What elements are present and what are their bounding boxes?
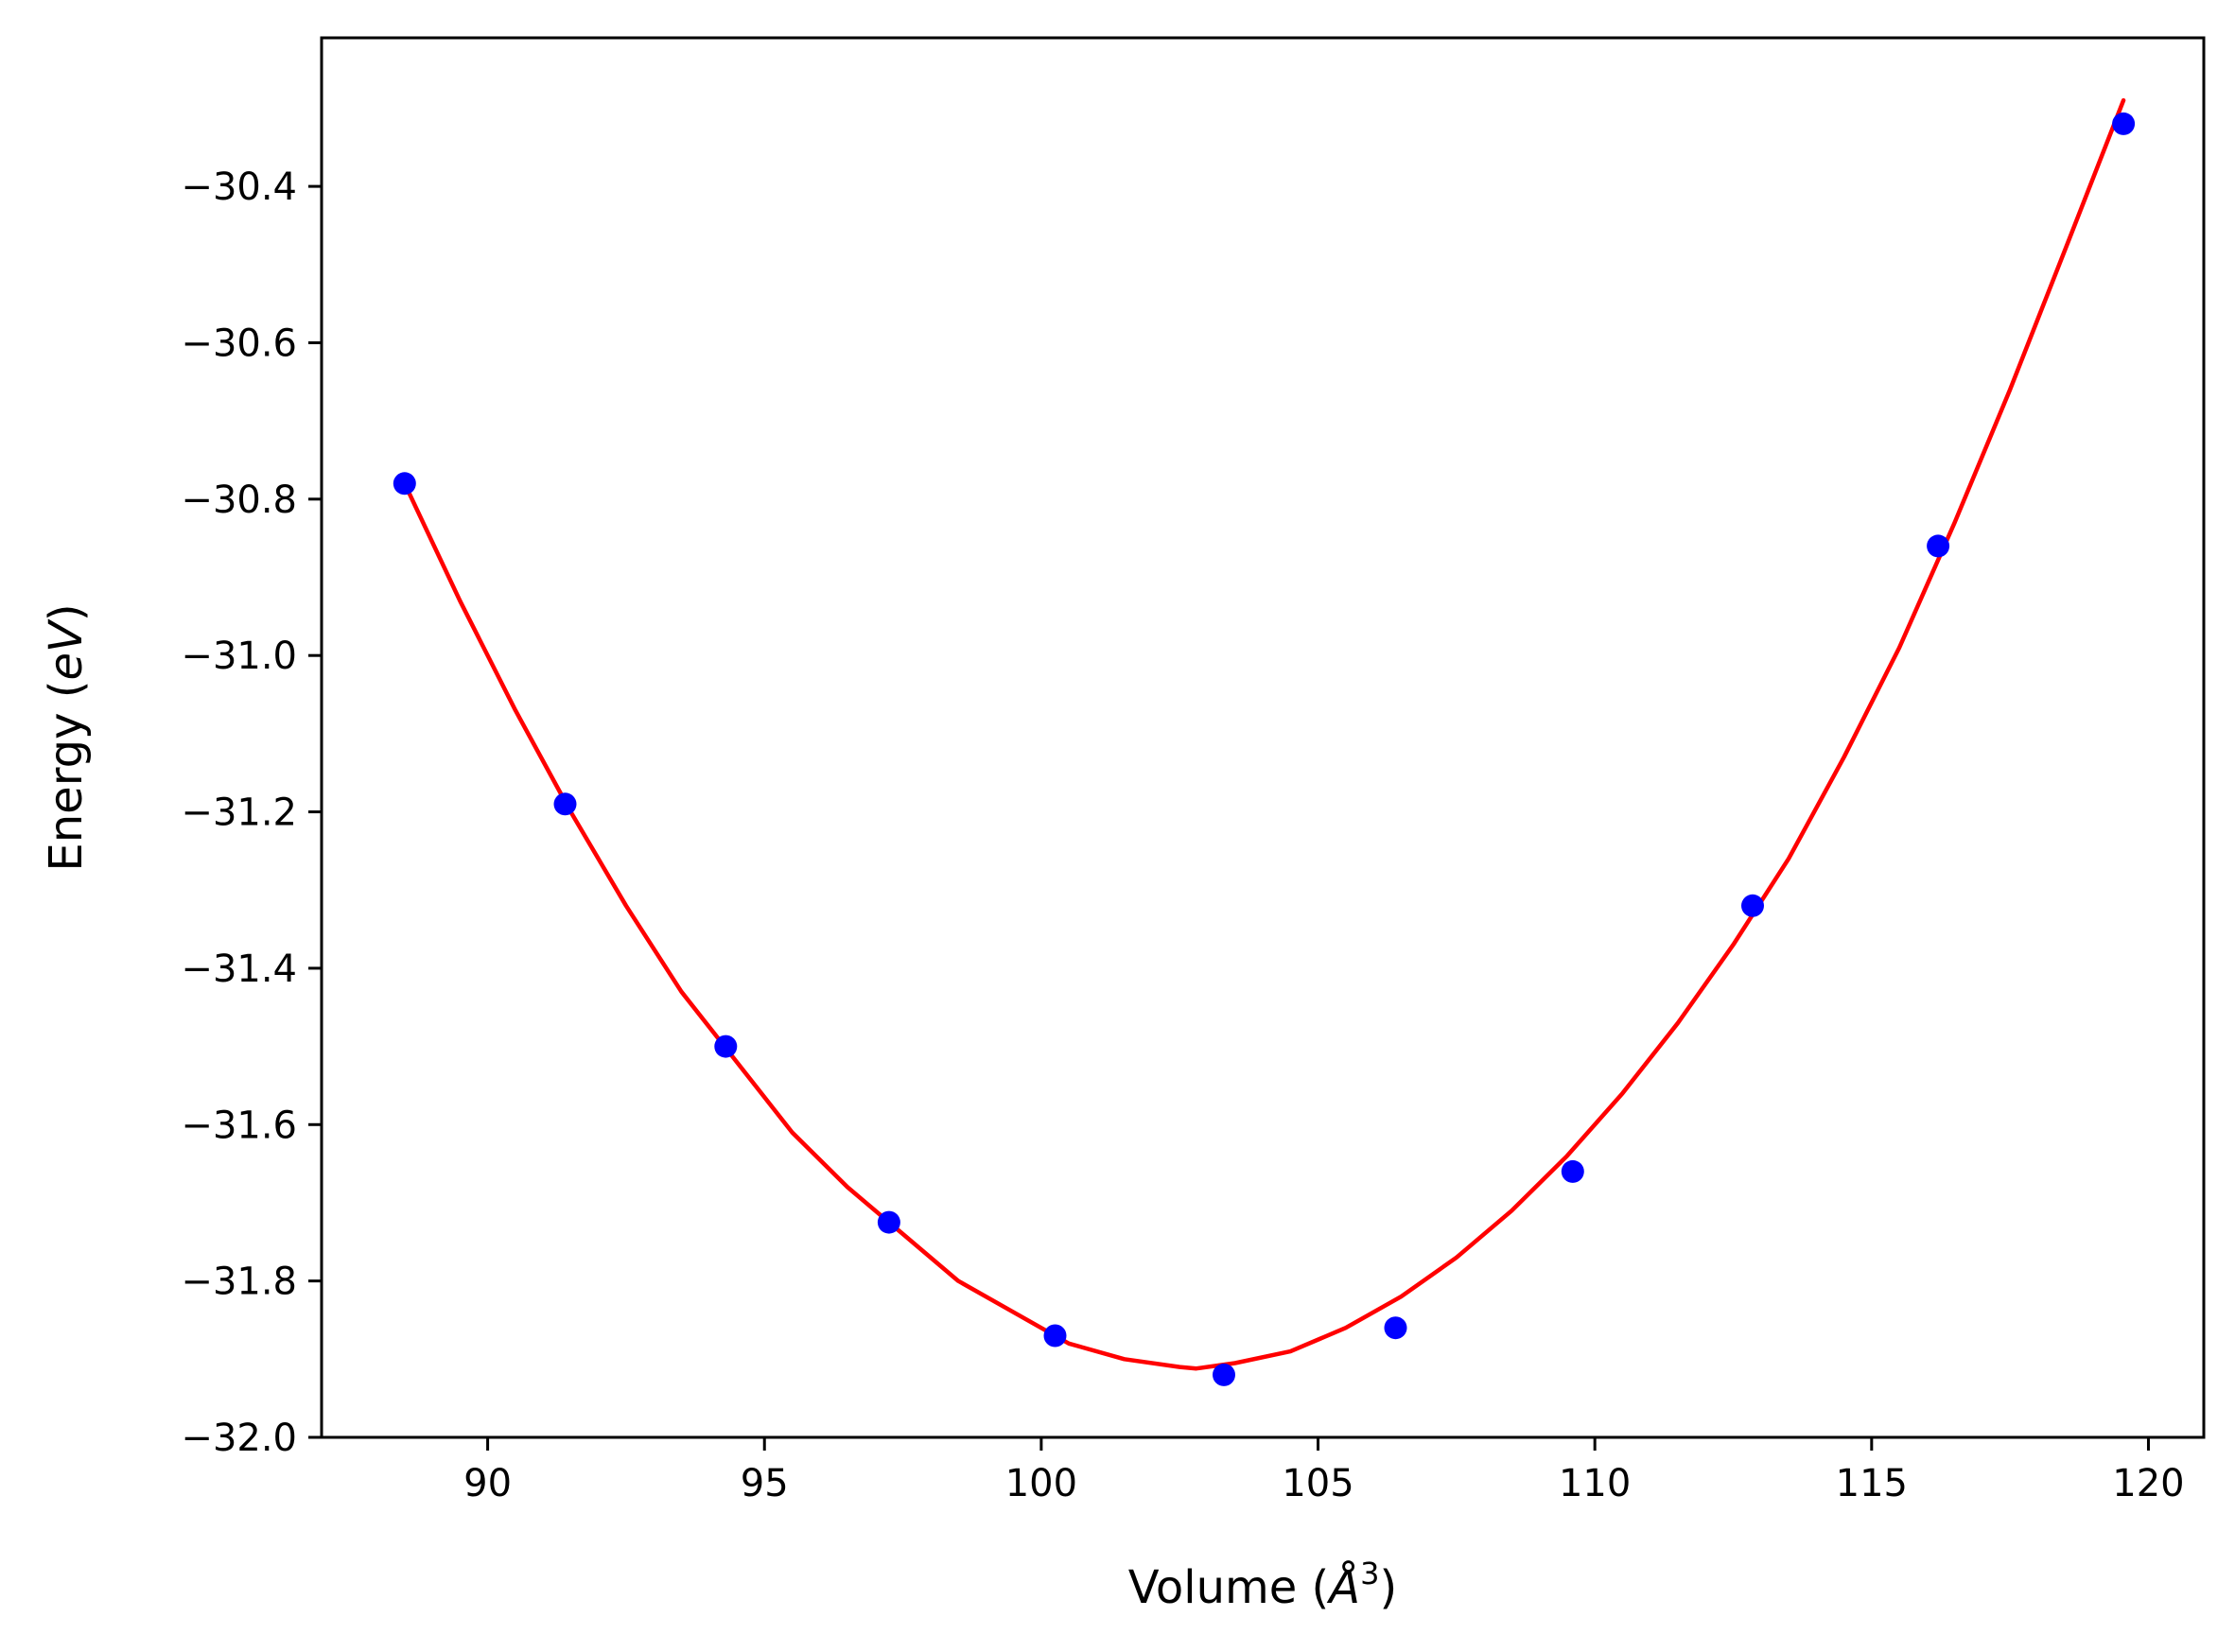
data-point <box>1741 894 1764 917</box>
data-point <box>1384 1316 1407 1340</box>
plot-frame <box>320 36 2206 1439</box>
data-point <box>2112 112 2136 135</box>
fit-curve <box>402 97 2126 1371</box>
x-tick-label: 90 <box>463 1462 512 1505</box>
x-axis-label: Volume (Å3) <box>1128 1556 1397 1614</box>
data-point <box>553 792 577 816</box>
y-tick-label: −31.0 <box>181 635 297 678</box>
y-tick-label: −30.6 <box>181 322 297 365</box>
y-tick-label: −30.4 <box>181 165 297 209</box>
data-point <box>877 1210 900 1234</box>
x-tick-label: 100 <box>1005 1462 1077 1505</box>
x-tick-label: 105 <box>1282 1462 1353 1505</box>
x-tick-label: 120 <box>2112 1462 2184 1505</box>
x-tick-label: 110 <box>1559 1462 1631 1505</box>
y-tick-label: −31.2 <box>181 791 297 835</box>
y-tick-label: −31.4 <box>181 948 297 991</box>
y-axis-label: Energy (eV) <box>40 603 93 871</box>
data-point <box>393 472 416 496</box>
data-point <box>1927 534 1950 558</box>
x-tick-label: 95 <box>741 1462 789 1505</box>
y-tick-label: −30.8 <box>181 478 297 522</box>
x-axis-ticks: 90 95 100 105 110 115 120 <box>463 1437 2185 1505</box>
data-point <box>1561 1159 1584 1183</box>
y-axis-ticks: −32.0 −31.8 −31.6 −31.4 −31.2 −31.0 −30.8 −30.6… <box>181 165 322 1460</box>
data-point <box>1043 1324 1067 1348</box>
y-tick-label: −31.6 <box>181 1104 297 1147</box>
fit-curve-layer <box>402 97 2126 1371</box>
y-tick-label: −31.8 <box>181 1261 297 1304</box>
x-tick-label: 115 <box>1836 1462 1908 1505</box>
y-tick-label: −32.0 <box>181 1417 297 1460</box>
data-point <box>714 1035 738 1058</box>
data-point <box>1213 1363 1235 1386</box>
data-points-layer <box>393 112 2136 1386</box>
